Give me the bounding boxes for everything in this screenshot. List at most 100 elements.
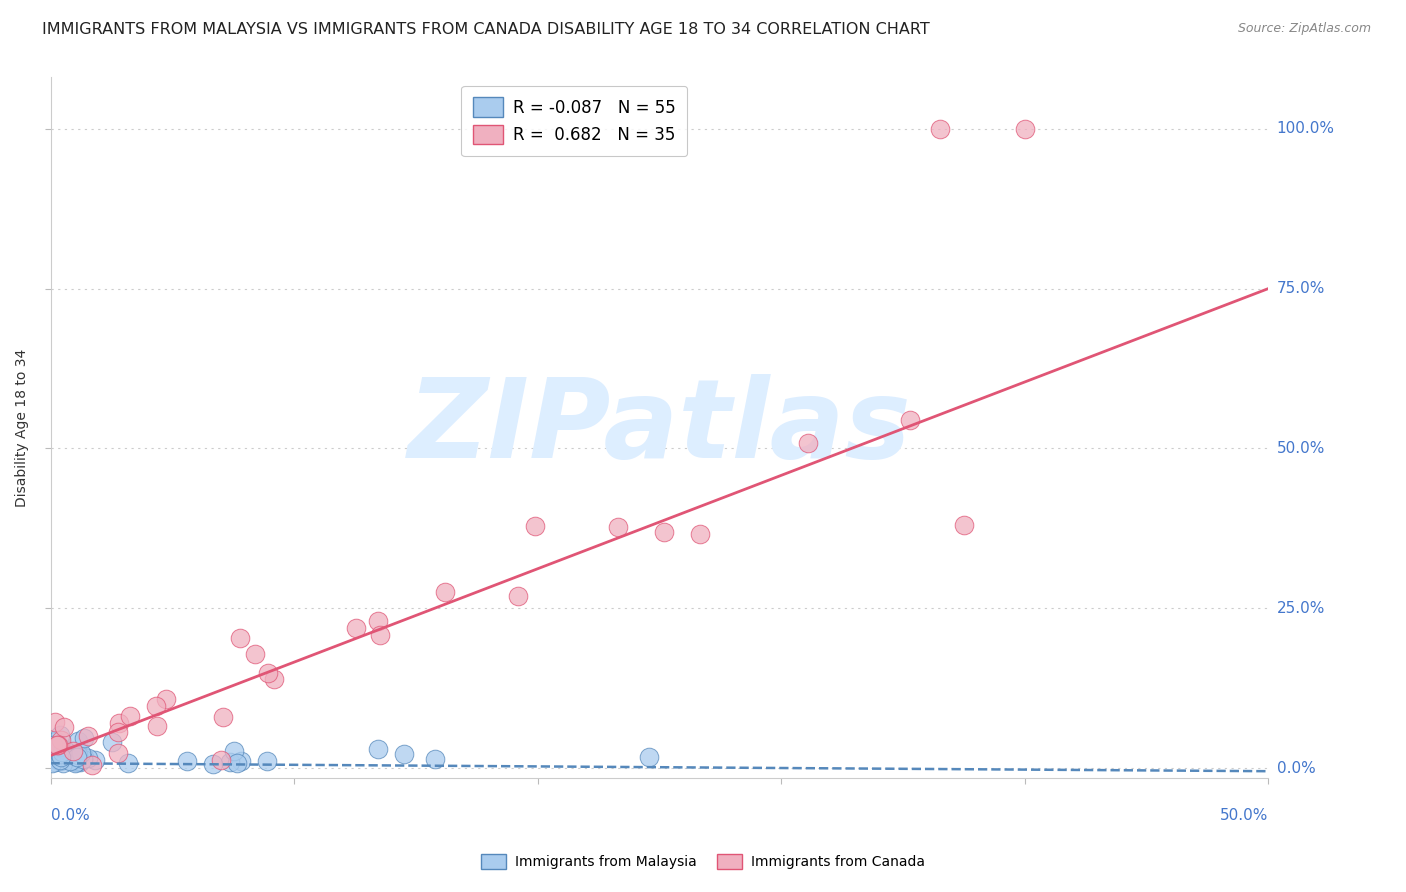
- Point: [45, 752, 67, 766]
- Text: 25.0%: 25.0%: [1277, 601, 1324, 615]
- Legend: Immigrants from Malaysia, Immigrants from Canada: Immigrants from Malaysia, Immigrants fro…: [474, 847, 932, 876]
- Point: [638, 749, 661, 764]
- Point: [256, 754, 278, 768]
- Point: [392, 747, 415, 762]
- Point: [51, 751, 73, 765]
- Point: [48, 755, 70, 769]
- Point: [52, 753, 75, 767]
- Point: [523, 519, 546, 533]
- Point: [41, 756, 63, 770]
- Point: [67, 754, 90, 768]
- Point: [58, 748, 80, 763]
- Point: [48, 753, 70, 767]
- Text: 100.0%: 100.0%: [1277, 121, 1334, 136]
- Point: [48, 747, 70, 761]
- Point: [225, 756, 247, 771]
- Point: [44, 714, 66, 729]
- Point: [42, 747, 65, 761]
- Point: [243, 648, 266, 662]
- Text: 75.0%: 75.0%: [1277, 281, 1324, 296]
- Point: [219, 756, 242, 770]
- Point: [797, 436, 820, 450]
- Point: [62, 753, 84, 767]
- Point: [55, 743, 77, 757]
- Point: [107, 725, 129, 739]
- Text: 0.0%: 0.0%: [1277, 761, 1316, 776]
- Point: [51, 745, 73, 759]
- Point: [45, 739, 67, 754]
- Point: [953, 518, 976, 533]
- Point: [41, 739, 63, 754]
- Point: [73, 750, 96, 764]
- Point: [108, 716, 131, 731]
- Point: [433, 585, 456, 599]
- Text: ZIPatlas: ZIPatlas: [408, 374, 911, 481]
- Point: [72, 752, 94, 766]
- Text: IMMIGRANTS FROM MALAYSIA VS IMMIGRANTS FROM CANADA DISABILITY AGE 18 TO 34 CORRE: IMMIGRANTS FROM MALAYSIA VS IMMIGRANTS F…: [42, 22, 929, 37]
- Point: [44, 752, 66, 766]
- Point: [222, 744, 245, 758]
- Point: [73, 731, 96, 746]
- Point: [52, 720, 75, 734]
- Point: [63, 756, 86, 771]
- Point: [344, 621, 367, 635]
- Point: [368, 628, 391, 642]
- Point: [229, 632, 252, 646]
- Point: [77, 729, 100, 743]
- Text: 50.0%: 50.0%: [1220, 808, 1268, 823]
- Point: [146, 719, 169, 733]
- Point: [506, 589, 529, 603]
- Point: [1014, 121, 1036, 136]
- Text: 0.0%: 0.0%: [51, 808, 89, 823]
- Point: [48, 728, 70, 742]
- Point: [101, 735, 124, 749]
- Point: [49, 750, 72, 764]
- Point: [67, 733, 90, 747]
- Point: [44, 752, 66, 766]
- Point: [82, 758, 104, 772]
- Point: [607, 520, 630, 534]
- Point: [145, 699, 167, 714]
- Point: [44, 739, 66, 754]
- Point: [83, 753, 105, 767]
- Point: [46, 738, 69, 752]
- Point: [118, 709, 141, 723]
- Point: [49, 732, 72, 747]
- Point: [66, 750, 89, 764]
- Point: [155, 691, 177, 706]
- Point: [67, 747, 90, 762]
- Point: [689, 526, 711, 541]
- Point: [367, 614, 389, 628]
- Point: [212, 710, 235, 724]
- Point: [652, 524, 675, 539]
- Point: [45, 738, 67, 752]
- Point: [76, 750, 98, 764]
- Point: [107, 746, 129, 760]
- Point: [45, 734, 67, 748]
- Point: [176, 755, 198, 769]
- Point: [52, 756, 75, 770]
- Point: [49, 750, 72, 764]
- Point: [70, 746, 93, 760]
- Point: [263, 672, 285, 686]
- Point: [60, 747, 83, 761]
- Legend: R = -0.087   N = 55, R =  0.682   N = 35: R = -0.087 N = 55, R = 0.682 N = 35: [461, 86, 688, 156]
- Point: [69, 756, 91, 770]
- Point: [44, 756, 66, 770]
- Text: 50.0%: 50.0%: [1277, 441, 1324, 456]
- Point: [41, 739, 63, 753]
- Point: [900, 413, 922, 427]
- Point: [65, 756, 87, 770]
- Point: [117, 756, 139, 770]
- Point: [62, 743, 84, 757]
- Text: Source: ZipAtlas.com: Source: ZipAtlas.com: [1237, 22, 1371, 36]
- Y-axis label: Disability Age 18 to 34: Disability Age 18 to 34: [15, 349, 30, 507]
- Point: [55, 750, 77, 764]
- Point: [59, 754, 82, 768]
- Point: [49, 740, 72, 755]
- Point: [257, 665, 280, 680]
- Point: [201, 756, 224, 771]
- Point: [209, 752, 232, 766]
- Point: [46, 753, 69, 767]
- Point: [928, 121, 950, 136]
